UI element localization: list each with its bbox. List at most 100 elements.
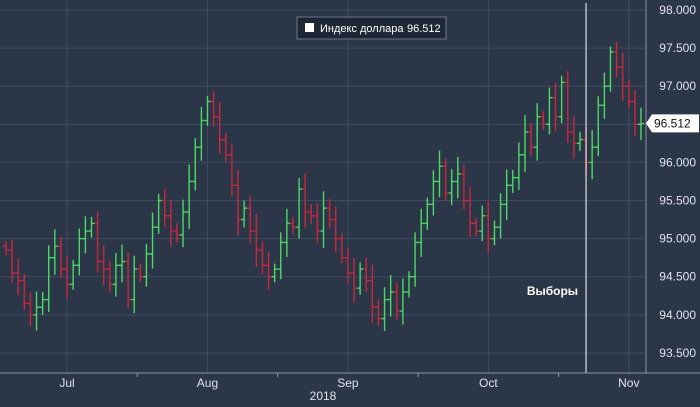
annotation-group: Выборы [527, 3, 587, 373]
ohlc-bar [173, 223, 180, 243]
ohlc-bar [9, 240, 16, 283]
year-label: 2018 [310, 389, 337, 403]
ohlc-bar [473, 217, 480, 237]
ohlc-bar [235, 169, 242, 236]
last-value-label: 96.512 [654, 116, 691, 130]
ohlc-bar [503, 169, 510, 221]
ohlc-bar [631, 90, 638, 136]
ohlc-bar [314, 203, 321, 244]
ohlc-bar [357, 262, 364, 295]
ohlc-bar [253, 214, 260, 267]
ohlc-bar [332, 206, 339, 253]
ohlc-bar [33, 291, 40, 331]
x-tick-label: Nov [618, 376, 639, 390]
ohlc-bar [479, 205, 486, 242]
ohlc-bar [112, 252, 119, 297]
ohlc-bar [228, 143, 235, 197]
ohlc-bar [338, 233, 345, 264]
ohlc-bar [3, 240, 9, 256]
ohlc-bar [528, 123, 535, 157]
ohlc-bar [619, 52, 626, 101]
ohlc-bar [76, 228, 83, 276]
ohlc-bar [564, 71, 571, 144]
x-tick-label: Aug [197, 376, 218, 390]
ohlc-bar [363, 257, 370, 292]
ohlc-bar [137, 263, 144, 283]
last-value-tag-shape [646, 114, 699, 133]
ohlc-bar [613, 41, 620, 78]
ohlc-bar [381, 287, 388, 331]
ohlc-bar [247, 195, 254, 244]
ohlc-bar [326, 199, 333, 229]
y-tick-label: 97.500 [659, 41, 696, 55]
ohlc-bar [125, 252, 132, 309]
ohlc-bar [241, 200, 248, 228]
ohlc-bar [509, 169, 516, 194]
ohlc-bar [442, 158, 449, 201]
ohlc-bar [454, 156, 461, 199]
ohlc-bar [546, 87, 553, 135]
ohlc-bar [399, 278, 406, 325]
ohlc-bar [485, 201, 492, 254]
ohlc-bar [308, 204, 315, 224]
y-tick-label: 95.000 [659, 232, 696, 246]
legend-box [296, 16, 447, 40]
ohlc-bar [405, 271, 412, 298]
ohlc-bar [167, 199, 174, 247]
ohlc-bar [21, 273, 28, 311]
legend-series-value: 96.512 [407, 23, 441, 35]
ohlc-bar [344, 247, 351, 283]
ohlc-bar [369, 264, 376, 323]
ohlc-bar [271, 263, 278, 283]
last-value-tag: 96.512 [646, 114, 699, 133]
ohlc-bar [638, 107, 644, 141]
ohlc-bar [161, 189, 168, 227]
legend[interactable]: Индекс доллара 96.512 [296, 16, 447, 40]
ohlc-bar [424, 197, 431, 231]
ohlc-bar [436, 150, 443, 198]
ohlc-bar [186, 164, 193, 229]
ohlc-bar [100, 245, 107, 285]
ohlc-bar [595, 96, 602, 157]
ohlc-bar [625, 79, 632, 109]
ohlc-bar [351, 258, 358, 303]
ohlc-bar [94, 212, 101, 273]
ohlc-bar [412, 232, 419, 287]
ohlc-bar [70, 259, 77, 290]
ohlc-bar [289, 216, 296, 234]
ohlc-bar [491, 220, 498, 246]
ohlc-bar [155, 193, 162, 234]
x-tick-label: Jul [59, 376, 74, 390]
ohlc-bar [552, 83, 559, 132]
legend-swatch-icon [305, 23, 314, 32]
ohlc-bar [448, 169, 455, 206]
ohlc-bar [15, 258, 22, 296]
y-tick-label: 95.500 [659, 194, 696, 208]
ohlc-bar [57, 237, 64, 279]
election-annotation: Выборы [527, 284, 578, 298]
ohlc-bar [210, 91, 217, 127]
ohlc-bar [607, 46, 614, 92]
y-tick-label: 94.000 [659, 308, 696, 322]
ohlc-bar [106, 261, 113, 293]
ohlc-bar [119, 244, 126, 283]
x-tick-label: Oct [479, 376, 498, 390]
ohlc-bar [82, 216, 89, 254]
ohlc-bar [601, 72, 608, 119]
ohlc-bar [39, 291, 46, 315]
ohlc-bar [180, 199, 187, 248]
ohlc-bar [192, 138, 199, 191]
ohlc-bar [576, 131, 583, 152]
ohlc-bar [88, 216, 95, 238]
x-tick-label: Sep [337, 376, 359, 390]
ohlc-bar [534, 103, 541, 161]
ohlc-bars [3, 41, 644, 331]
ohlc-bar [515, 142, 522, 191]
ohlc-bar [216, 102, 223, 155]
ohlc-bar [393, 283, 400, 320]
ohlc-bar [430, 170, 437, 216]
ohlc-bar [27, 292, 34, 327]
ohlc-bar [45, 245, 52, 312]
ohlc-bar [558, 75, 565, 124]
